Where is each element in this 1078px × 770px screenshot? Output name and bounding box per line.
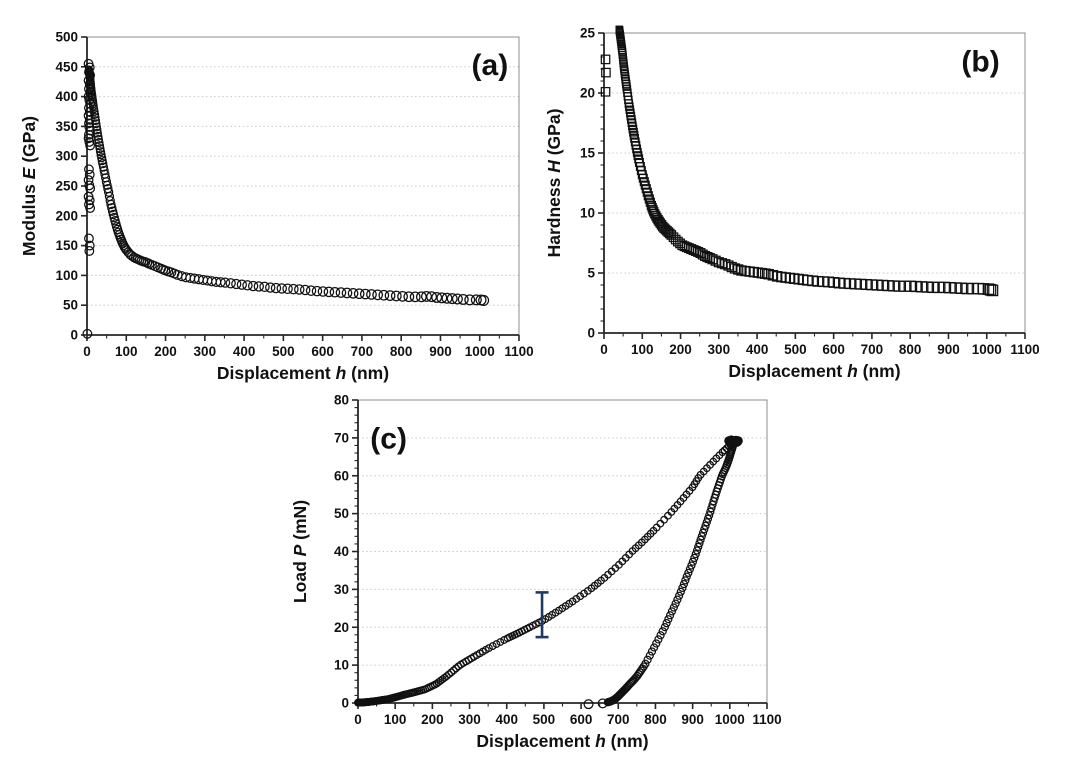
svg-text:700: 700 xyxy=(861,342,884,357)
svg-text:0: 0 xyxy=(341,696,349,711)
svg-text:500: 500 xyxy=(533,712,556,727)
svg-text:1100: 1100 xyxy=(752,712,781,727)
x-axis-title: Displacement h (nm) xyxy=(476,731,648,751)
svg-text:250: 250 xyxy=(55,179,78,194)
svg-text:1100: 1100 xyxy=(1010,342,1039,357)
svg-text:1000: 1000 xyxy=(715,712,745,727)
svg-text:30: 30 xyxy=(334,582,349,597)
svg-text:900: 900 xyxy=(937,342,960,357)
svg-text:200: 200 xyxy=(55,208,78,223)
svg-text:400: 400 xyxy=(233,344,256,359)
svg-text:10: 10 xyxy=(334,658,349,673)
svg-text:400: 400 xyxy=(495,712,518,727)
svg-text:20: 20 xyxy=(580,86,595,101)
svg-text:300: 300 xyxy=(55,149,78,164)
svg-text:0: 0 xyxy=(354,712,362,727)
svg-text:600: 600 xyxy=(311,344,334,359)
x-axis-title: Displacement h (nm) xyxy=(728,361,900,381)
svg-text:800: 800 xyxy=(390,344,413,359)
svg-text:1000: 1000 xyxy=(972,342,1002,357)
svg-text:100: 100 xyxy=(631,342,654,357)
svg-text:700: 700 xyxy=(351,344,374,359)
svg-text:500: 500 xyxy=(272,344,295,359)
svg-text:500: 500 xyxy=(784,342,807,357)
y-axis-title: Load P (mN) xyxy=(290,500,310,603)
chart-c-load-vs-displacement: 0 100 200 300 400 500 600 700 800 900 1000 1100 0 10 2… xyxy=(290,393,782,752)
panel-label: (b) xyxy=(961,45,999,78)
svg-text:100: 100 xyxy=(55,268,78,283)
svg-text:0: 0 xyxy=(587,326,595,341)
svg-text:500: 500 xyxy=(55,30,78,45)
svg-text:800: 800 xyxy=(899,342,922,357)
panel-label: (c) xyxy=(370,422,407,455)
svg-text:600: 600 xyxy=(570,712,593,727)
chart-a-modulus-vs-displacement: 0 100 200 300 400 500 600 700 800 900 1000 1100 0 50 1… xyxy=(19,30,534,384)
chart-b-hardness-vs-displacement: 0 100 200 300 400 500 600 700 800 900 1000 1100 0 5 10… xyxy=(544,26,1040,382)
svg-text:100: 100 xyxy=(115,344,138,359)
svg-text:350: 350 xyxy=(55,119,78,134)
svg-text:300: 300 xyxy=(458,712,481,727)
svg-text:600: 600 xyxy=(822,342,845,357)
x-axis-title: Displacement h (nm) xyxy=(217,363,389,383)
svg-text:10: 10 xyxy=(580,206,595,221)
svg-text:900: 900 xyxy=(429,344,452,359)
svg-text:400: 400 xyxy=(746,342,769,357)
svg-text:25: 25 xyxy=(580,26,596,41)
svg-text:200: 200 xyxy=(154,344,177,359)
error-bar xyxy=(535,591,549,639)
svg-text:150: 150 xyxy=(55,238,78,253)
svg-text:200: 200 xyxy=(421,712,444,727)
svg-text:0: 0 xyxy=(83,344,91,359)
svg-text:1100: 1100 xyxy=(504,344,533,359)
svg-text:100: 100 xyxy=(384,712,407,727)
svg-text:5: 5 xyxy=(587,266,595,281)
svg-text:70: 70 xyxy=(334,430,349,445)
svg-text:700: 700 xyxy=(607,712,630,727)
svg-text:0: 0 xyxy=(70,328,78,343)
panel-label: (a) xyxy=(472,49,509,82)
svg-text:450: 450 xyxy=(55,59,78,74)
svg-text:60: 60 xyxy=(334,468,349,483)
svg-text:400: 400 xyxy=(55,89,78,104)
svg-text:200: 200 xyxy=(669,342,692,357)
svg-text:300: 300 xyxy=(708,342,731,357)
svg-text:300: 300 xyxy=(194,344,217,359)
svg-text:20: 20 xyxy=(334,620,349,635)
svg-text:900: 900 xyxy=(681,712,704,727)
svg-text:80: 80 xyxy=(334,393,349,408)
svg-text:1000: 1000 xyxy=(465,344,495,359)
svg-text:0: 0 xyxy=(600,342,608,357)
y-axis-title: Modulus E (GPa) xyxy=(19,116,39,256)
y-axis-title: Hardness H (GPa) xyxy=(544,109,564,258)
svg-text:40: 40 xyxy=(334,544,349,559)
svg-text:50: 50 xyxy=(63,298,78,313)
svg-text:800: 800 xyxy=(644,712,667,727)
svg-text:15: 15 xyxy=(580,146,596,161)
svg-text:50: 50 xyxy=(334,506,349,521)
